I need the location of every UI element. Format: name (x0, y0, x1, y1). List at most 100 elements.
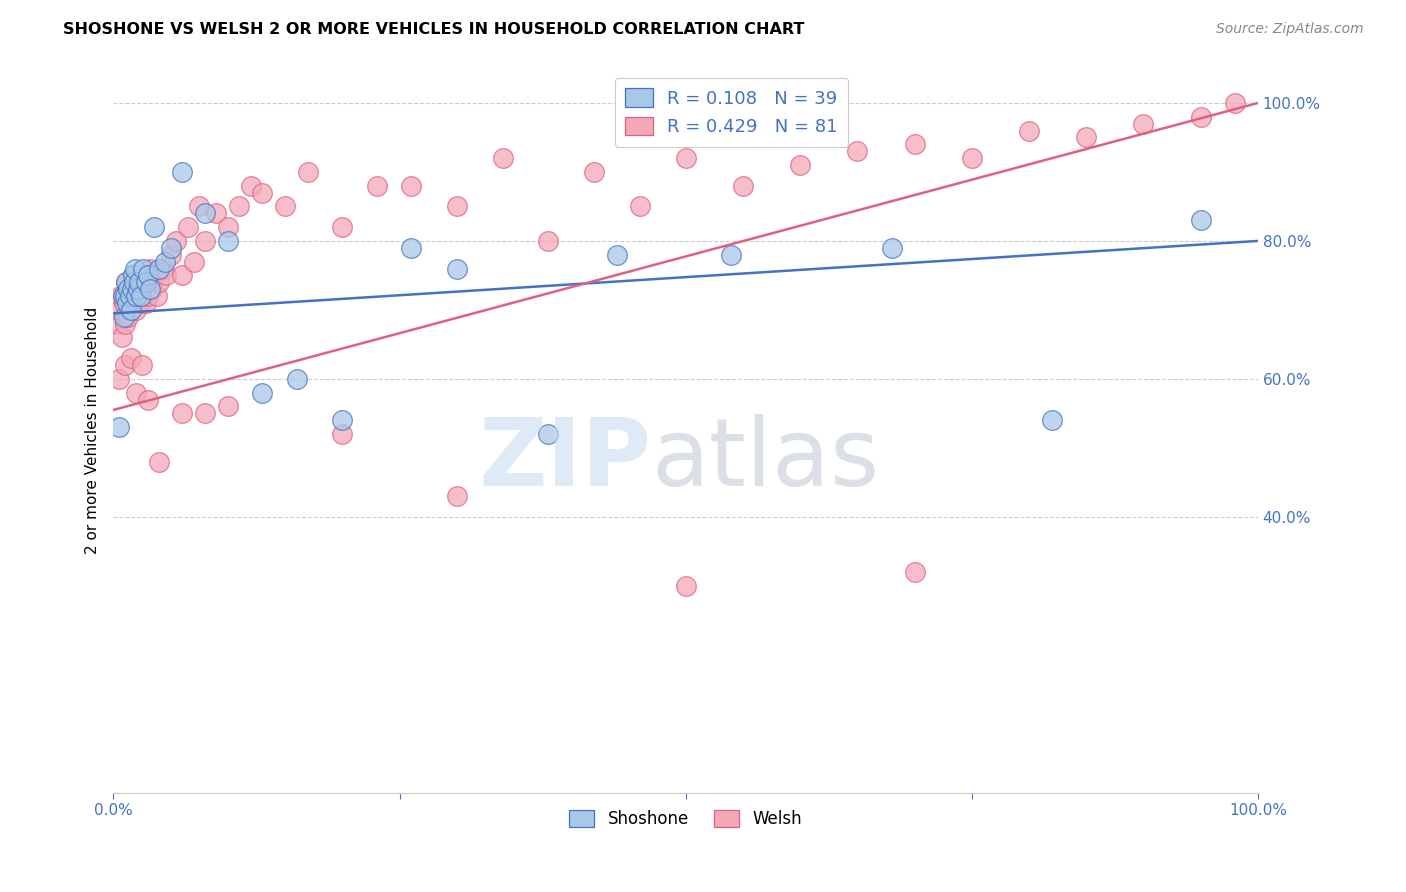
Point (152, 261, 174, 276)
Point (159, 248, 181, 262)
Point (606, 248, 628, 262)
Point (252, 186, 274, 200)
Point (1189, 213, 1212, 227)
Point (110, 330, 132, 344)
Point (142, 220, 165, 235)
Point (1223, 95, 1246, 110)
Point (846, 145, 869, 159)
Text: SHOSHONE VS WELSH 2 OR MORE VEHICLES IN HOUSEHOLD CORRELATION CHART: SHOSHONE VS WELSH 2 OR MORE VEHICLES IN … (63, 22, 804, 37)
Point (111, 289, 134, 303)
Point (105, 317, 128, 331)
Point (880, 241, 903, 255)
Point (159, 241, 181, 255)
Point (217, 400, 239, 414)
Point (132, 261, 155, 276)
Point (332, 427, 354, 442)
Point (124, 261, 146, 276)
Point (117, 310, 139, 324)
Point (125, 385, 148, 400)
Point (115, 275, 138, 289)
Point (446, 489, 468, 503)
Point (114, 317, 136, 331)
Point (1189, 110, 1212, 124)
Point (172, 268, 194, 283)
Point (112, 296, 135, 310)
Point (228, 199, 250, 213)
Point (628, 199, 651, 213)
Point (274, 199, 297, 213)
Point (285, 372, 308, 386)
Point (136, 392, 159, 407)
Point (120, 302, 142, 317)
Point (117, 282, 139, 296)
Point (143, 268, 166, 283)
Point (491, 151, 513, 165)
Point (194, 234, 217, 248)
Point (125, 289, 148, 303)
Point (136, 289, 159, 303)
Point (297, 165, 319, 179)
Point (239, 178, 262, 193)
Point (115, 296, 138, 310)
Point (127, 282, 149, 296)
Point (446, 261, 468, 276)
Point (165, 234, 187, 248)
Point (172, 165, 194, 179)
Point (132, 268, 155, 283)
Y-axis label: 2 or more Vehicles in Household: 2 or more Vehicles in Household (86, 307, 100, 554)
Point (332, 220, 354, 235)
Point (121, 282, 143, 296)
Point (120, 296, 142, 310)
Point (153, 254, 176, 268)
Point (115, 282, 138, 296)
Point (399, 241, 422, 255)
Point (129, 275, 152, 289)
Point (135, 275, 157, 289)
Point (111, 289, 134, 303)
Point (122, 289, 145, 303)
Point (135, 275, 157, 289)
Point (537, 234, 560, 248)
Point (148, 261, 170, 276)
Point (675, 579, 697, 593)
Point (114, 289, 136, 303)
Point (720, 248, 742, 262)
Point (118, 289, 141, 303)
Point (188, 199, 211, 213)
Point (1018, 123, 1040, 137)
Point (205, 206, 228, 220)
Point (903, 565, 925, 579)
Point (252, 385, 274, 400)
Point (217, 234, 239, 248)
Point (1076, 130, 1098, 145)
Point (128, 296, 150, 310)
Point (583, 165, 606, 179)
Point (136, 268, 159, 283)
Point (108, 420, 131, 434)
Point (446, 199, 468, 213)
Point (139, 282, 162, 296)
Point (139, 261, 162, 276)
Point (146, 289, 169, 303)
Point (366, 178, 388, 193)
Point (194, 206, 217, 220)
Point (108, 372, 131, 386)
Point (194, 406, 217, 420)
Point (148, 275, 170, 289)
Point (134, 282, 156, 296)
Point (124, 275, 146, 289)
Point (183, 254, 205, 268)
Point (125, 302, 148, 317)
Text: ZIP: ZIP (478, 414, 651, 506)
Point (332, 413, 354, 427)
Point (115, 275, 138, 289)
Point (135, 296, 157, 310)
Point (122, 268, 145, 283)
Text: atlas: atlas (651, 414, 880, 506)
Point (172, 406, 194, 420)
Point (537, 427, 560, 442)
Point (112, 310, 135, 324)
Point (148, 455, 170, 469)
Point (960, 151, 983, 165)
Point (121, 282, 143, 296)
